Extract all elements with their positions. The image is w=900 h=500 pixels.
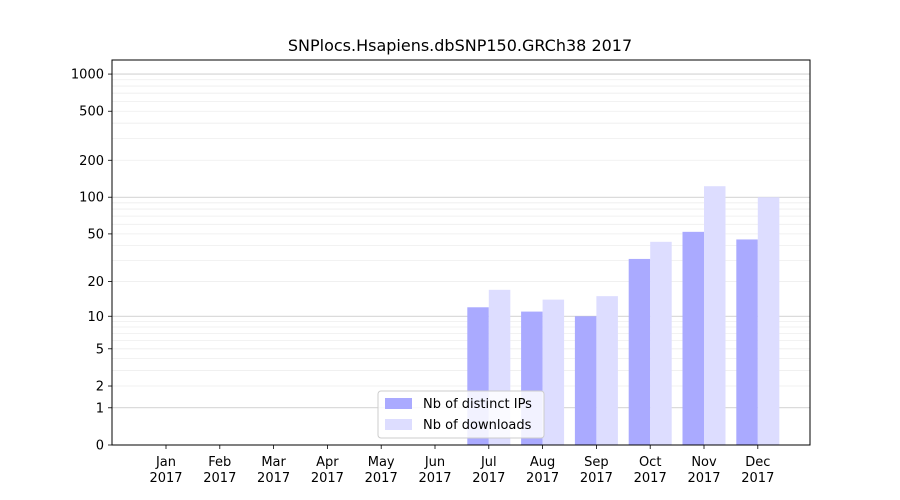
bar-distinct-ips: [682, 231, 704, 445]
bar-downloads: [542, 299, 565, 445]
x-tick-label: Feb 2017: [203, 455, 236, 486]
x-tick-label: Oct 2017: [634, 455, 667, 486]
x-tick-month: Nov: [691, 455, 717, 470]
x-tick-year: 2017: [741, 471, 774, 486]
y-tick-label: 2: [96, 380, 104, 395]
x-tick-year: 2017: [687, 471, 720, 486]
x-tick-year: 2017: [472, 471, 505, 486]
x-tick-month: Apr: [316, 455, 339, 470]
x-tick-year: 2017: [257, 471, 290, 486]
x-tick-year: 2017: [418, 471, 451, 486]
y-tick-label: 50: [87, 227, 104, 242]
bar-downloads: [650, 241, 672, 445]
x-tick-year: 2017: [634, 471, 667, 486]
x-tick-month: Oct: [639, 455, 661, 470]
y-axis-ticks: 0 1 2 5 10 20 50 100 200 500 1000: [71, 68, 112, 454]
x-tick-month: Sep: [584, 455, 609, 470]
legend-swatch: [385, 398, 412, 409]
y-tick-label: 20: [87, 275, 104, 290]
y-tick-label: 1000: [71, 68, 104, 83]
x-tick-year: 2017: [149, 471, 182, 486]
x-tick-year: 2017: [311, 471, 344, 486]
x-tick-label: Dec 2017: [741, 455, 774, 486]
x-tick-month: Dec: [745, 455, 770, 470]
x-tick-label: Nov 2017: [687, 455, 720, 486]
y-tick-label: 500: [79, 105, 104, 120]
y-tick-label: 100: [79, 191, 104, 206]
chart-title: SNPlocs.Hsapiens.dbSNP150.GRCh38 2017: [288, 36, 632, 55]
x-tick-label: Jun 2017: [418, 455, 451, 486]
x-tick-label: Sep 2017: [580, 455, 613, 486]
bars: [467, 186, 780, 445]
legend-label: Nb of downloads: [423, 418, 532, 433]
legend-label: Nb of distinct IPs: [423, 397, 532, 412]
plot-area-frame: [111, 59, 811, 446]
x-tick-year: 2017: [203, 471, 236, 486]
x-tick-month: May: [368, 455, 395, 470]
bar-downloads: [704, 186, 726, 445]
x-tick-year: 2017: [365, 471, 398, 486]
legend: Nb of distinct IPs Nb of downloads: [377, 390, 545, 439]
legend-box: [377, 390, 545, 439]
bar-distinct-ips: [574, 316, 597, 445]
x-tick-label: Apr 2017: [311, 455, 344, 486]
x-tick-month: Jan: [155, 455, 176, 470]
bar-downloads: [596, 296, 618, 445]
y-tick-label: 200: [79, 154, 104, 169]
legend-swatch: [385, 419, 412, 430]
x-tick-month: Mar: [261, 455, 286, 470]
x-tick-label: Jan 2017: [149, 455, 182, 486]
x-tick-label: Jul 2017: [472, 455, 505, 486]
x-tick-label: Mar 2017: [257, 455, 290, 486]
x-tick-label: May 2017: [365, 455, 398, 486]
x-tick-month: Feb: [208, 455, 231, 470]
x-tick-label: Aug 2017: [526, 455, 559, 486]
bar-downloads: [757, 197, 780, 445]
bar-distinct-ips: [736, 239, 758, 445]
bar-distinct-ips: [628, 258, 651, 445]
y-tick-label: 0: [96, 439, 104, 454]
x-tick-month: Aug: [530, 455, 555, 470]
x-tick-month: Jun: [424, 455, 445, 470]
x-tick-year: 2017: [526, 471, 559, 486]
y-tick-label: 5: [96, 342, 104, 357]
y-tick-label: 1: [96, 401, 104, 416]
x-tick-year: 2017: [580, 471, 613, 486]
x-tick-month: Jul: [480, 455, 497, 470]
y-tick-label: 10: [87, 310, 104, 325]
